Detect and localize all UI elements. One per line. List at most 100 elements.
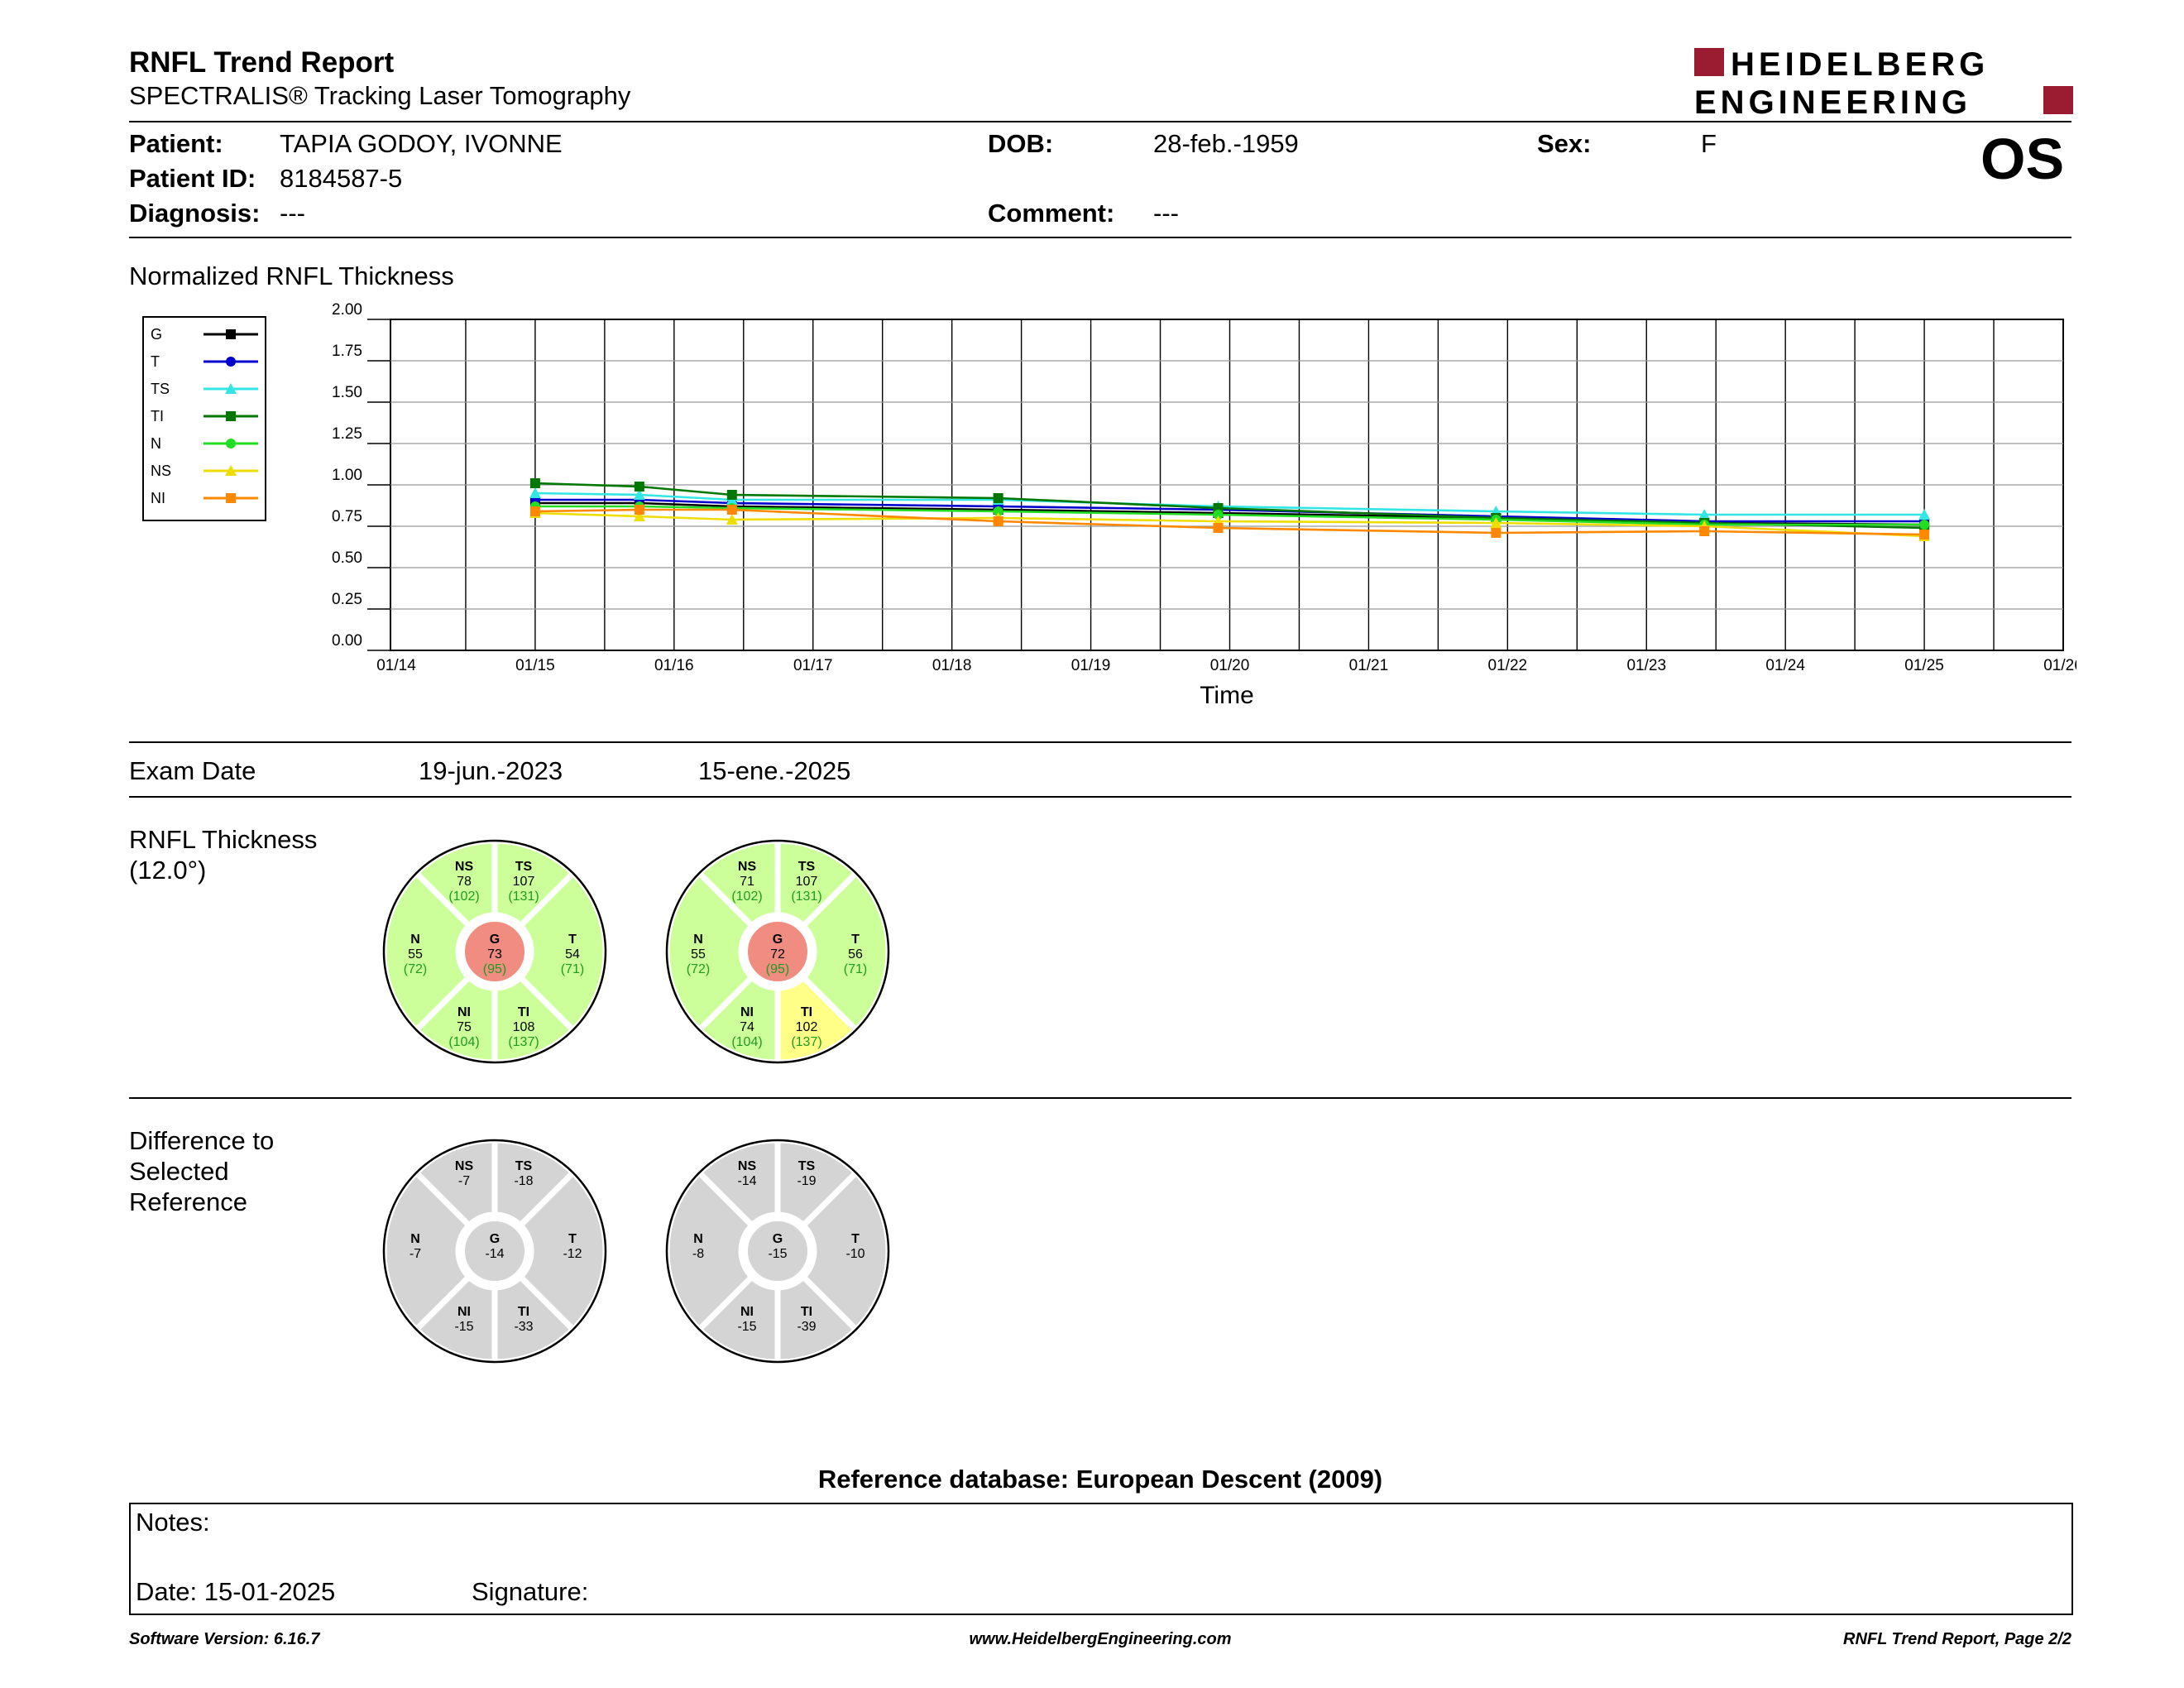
diagnosis-label: Diagnosis: [129, 199, 261, 228]
data-point-ti [634, 482, 644, 492]
logo-line-1: HEIDELBERG [1731, 46, 1989, 83]
data-point-ni [726, 505, 737, 515]
thickness-exam-2-value-ni: 74 [740, 1020, 754, 1034]
chart-legend: GT TS TI N NS NI [142, 316, 266, 521]
data-point-ni [634, 505, 644, 515]
thickness-exam-2-reference-ns: (102) [731, 890, 762, 904]
x-axis-label: Time [1200, 682, 1254, 709]
patient-label: Patient: [129, 129, 223, 158]
thickness-exam-1-reference-ti: (137) [508, 1035, 539, 1049]
data-point-ts [529, 487, 541, 498]
series-line-n [534, 505, 1925, 526]
notes-date: Date: 15-01-2025 [136, 1577, 336, 1606]
legend-marker-ni [226, 493, 236, 503]
diagnosis-value: --- [280, 199, 305, 228]
data-point-n [1919, 520, 1930, 530]
thickness-exam-2-reference-ti: (137) [791, 1035, 821, 1049]
difference-exam-1-sector-g [462, 1218, 528, 1284]
report-subtitle: SPECTRALIS® Tracking Laser Tomography [129, 81, 631, 110]
difference-exam-2-outline [665, 1139, 890, 1364]
thickness-exam-2-label-ni: NI [740, 1005, 754, 1019]
legend-label-ni: NI [151, 490, 165, 506]
x-tick-label: 01/23 [1626, 657, 1666, 674]
difference-exam-1-value-ni: -15 [454, 1320, 473, 1334]
legend-label-ts: TS [151, 381, 170, 397]
exam-date-label: Exam Date [129, 756, 256, 785]
difference-title: Difference to Selected Reference [129, 1125, 274, 1217]
thickness-exam-1-reference-t: (71) [561, 962, 584, 976]
difference-exam-2-label-ni: NI [740, 1305, 754, 1319]
legend-marker-t [226, 357, 236, 367]
difference-exam-2-value-t: -10 [845, 1247, 864, 1261]
footer-page: RNFL Trend Report, Page 2/2 [1843, 1630, 2071, 1648]
y-tick-label: 1.50 [332, 384, 362, 401]
difference-exam-1-label-ns: NS [455, 1159, 474, 1173]
difference-exam-1-value-t: -12 [563, 1247, 582, 1261]
thickness-exam-1-value-ts: 107 [513, 875, 535, 889]
thickness-title-line-1: RNFL Thickness [129, 825, 318, 854]
thickness-exam-2-label-t: T [851, 933, 860, 947]
difference-exam-2-label-g: G [773, 1232, 783, 1246]
difference-exam-1-label-ni: NI [457, 1305, 471, 1319]
data-point-ts [633, 489, 645, 500]
patient-id-label: Patient ID: [129, 164, 256, 193]
data-point-ti [993, 493, 1003, 503]
data-point-ni [993, 516, 1003, 526]
comment-label: Comment: [988, 199, 1115, 228]
thickness-exam-1-reference-ns: (102) [448, 890, 479, 904]
patient-divider [129, 237, 2071, 238]
data-point-n [1213, 510, 1224, 520]
thickness-exam-1-label-ti: TI [518, 1005, 529, 1019]
thickness-exam-1-reference-n: (72) [404, 962, 427, 976]
x-tick-label: 01/17 [793, 657, 833, 674]
difference-exam-1-label-ti: TI [518, 1305, 529, 1319]
data-point-ns [1490, 517, 1502, 528]
difference-exam-1-value-ti: -33 [514, 1320, 533, 1334]
thickness-exam-2-reference-n: (72) [687, 962, 710, 976]
x-tick-label: 01/25 [1904, 657, 1944, 674]
thickness-exam-2-value-n: 55 [691, 947, 706, 961]
y-tick-label: 1.25 [332, 425, 362, 443]
exam-date-1: 19-jun.-2023 [419, 756, 563, 785]
difference-title-line-2: Selected [129, 1157, 229, 1186]
difference-exam-1-value-ns: -7 [458, 1174, 470, 1188]
data-point-ti [726, 490, 737, 500]
chart-divider [129, 741, 2071, 743]
difference-exam-1-label-g: G [490, 1232, 500, 1246]
series-line-ti [534, 482, 1925, 530]
difference-title-line-3: Reference [129, 1187, 248, 1216]
thickness-exam-2-label-g: G [773, 933, 783, 947]
thickness-title-line-2: (12.0°) [129, 856, 207, 885]
thickness-exam-1-value-ti: 108 [513, 1020, 535, 1034]
data-point-ni [529, 506, 540, 516]
legend-marker-g [226, 329, 236, 339]
exam-divider [129, 796, 2071, 798]
thickness-exam-1-sector-g [462, 918, 528, 985]
thickness-exam-1-value-ni: 75 [457, 1020, 472, 1034]
thickness-exam-1-value-n: 55 [408, 947, 423, 961]
data-point-ns [726, 514, 738, 525]
data-point-n [993, 506, 1003, 516]
y-tick-label: 2.00 [332, 301, 362, 319]
data-point-ts [1918, 509, 1931, 520]
x-tick-label: 01/21 [1349, 657, 1389, 674]
difference-exam-2-label-ti: TI [801, 1305, 812, 1319]
x-tick-label: 01/26 [2043, 657, 2076, 674]
reference-database: Reference database: European Descent (20… [817, 1465, 1383, 1494]
patient-name: TAPIA GODOY, IVONNE [280, 129, 563, 158]
difference-exam-2-value-n: -8 [692, 1247, 704, 1261]
data-point-ts [1698, 509, 1711, 520]
legend-marker-ns [225, 465, 237, 476]
footer-website[interactable]: www.HeidelbergEngineering.com [969, 1630, 1232, 1648]
dob-value: 28-feb.-1959 [1153, 129, 1299, 158]
thickness-exam-2-reference-ts: (131) [791, 890, 821, 904]
x-tick-label: 01/16 [654, 657, 694, 674]
heidelberg-logo: HEIDELBERG ENGINEERING [1694, 46, 2073, 119]
difference-exam-2-sector-g [745, 1218, 811, 1284]
difference-exam-1-value-g: -14 [485, 1247, 504, 1261]
series-line-ni [534, 508, 1925, 536]
trend-chart: 0.00 0.25 0.50 0.75 1.00 1.25 1.50 1.75 2.00 01/1… [332, 301, 2076, 709]
